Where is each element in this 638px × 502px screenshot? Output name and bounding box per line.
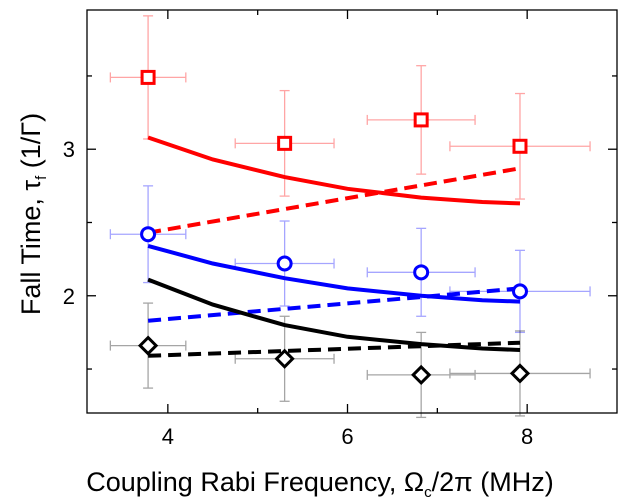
x-axis-title-suffix: /2π (MHz) xyxy=(432,467,554,497)
y-axis-title-prefix: Fall Time, xyxy=(16,191,46,316)
data-point-circle xyxy=(511,283,528,300)
x-tick-label: 6 xyxy=(341,424,353,449)
y-axis-title-subscript: f xyxy=(33,175,50,180)
y-tick-label: 2 xyxy=(63,284,75,309)
data-point-diamond xyxy=(509,363,531,384)
x-axis-title-prefix: Coupling Rabi Frequency, xyxy=(86,467,404,497)
y-axis-title-symbol: τ xyxy=(16,180,46,191)
dashed-curve-series-0 xyxy=(147,166,521,235)
data-point-square xyxy=(413,112,429,128)
y-tick-label: 3 xyxy=(63,137,75,162)
data-point-diamond xyxy=(411,364,432,386)
dashed-curve-series-1 xyxy=(147,286,521,323)
y-axis-title-suffix: (1/Γ) xyxy=(16,113,46,176)
data-point-square xyxy=(140,69,156,85)
x-axis-title: Coupling Rabi Frequency, Ωc/2π (MHz) xyxy=(86,467,553,501)
x-axis-title-symbol: Ω xyxy=(404,467,424,497)
dashed-curve-series-2 xyxy=(148,340,521,358)
solid-curve-series-1 xyxy=(147,243,521,304)
axis-ticks: 4 6 8 2 3 xyxy=(63,10,617,449)
error-bars-series-1 xyxy=(109,185,591,334)
data-point-circle xyxy=(413,264,430,281)
x-tick-label: 4 xyxy=(162,424,174,449)
data-point-diamond xyxy=(274,348,295,369)
error-bars-series-0 xyxy=(109,15,591,200)
x-axis-title-subscript: c xyxy=(424,484,432,501)
solid-curve-series-0 xyxy=(147,135,521,206)
solid-curve-series-2 xyxy=(147,277,521,352)
data-point-square xyxy=(277,135,293,151)
data-point-circle xyxy=(276,255,293,272)
y-axis-title: Fall Time, τf (1/Γ) xyxy=(16,113,50,315)
error-bars-series-2 xyxy=(109,302,591,419)
data-point-square xyxy=(512,138,528,154)
data-point-circle xyxy=(140,226,157,243)
x-tick-label: 8 xyxy=(521,424,533,449)
plot-frame xyxy=(86,9,618,414)
data-point-diamond xyxy=(137,335,159,356)
plot-marks xyxy=(109,15,591,419)
